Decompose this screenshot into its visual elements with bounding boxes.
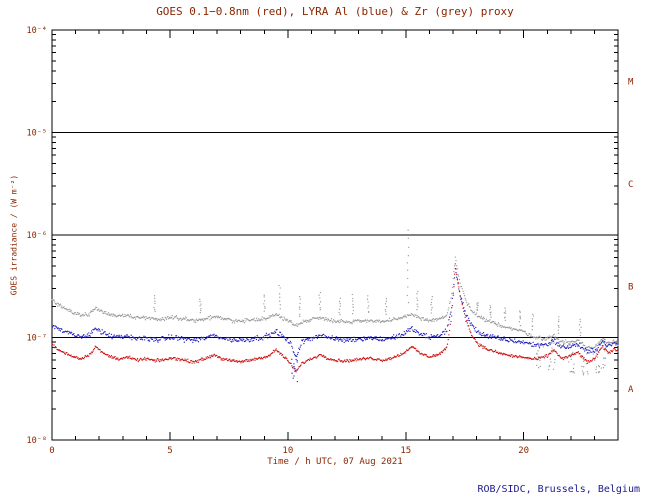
x-axis-label: Time / h UTC, 07 Aug 2021 bbox=[267, 457, 403, 467]
x-tick-labels: 0 5 10 15 20 bbox=[49, 446, 529, 456]
svg-text:A: A bbox=[628, 385, 634, 395]
y-tick-labels: 10⁻⁸ 10⁻⁷ 10⁻⁶ 10⁻⁵ 10⁻⁴ bbox=[27, 26, 47, 446]
axis-ticks bbox=[51, 29, 619, 441]
svg-text:C: C bbox=[628, 180, 633, 190]
credit-text: ROB/SIDC, Brussels, Belgium bbox=[477, 484, 640, 495]
class-label-C: C bbox=[628, 180, 633, 190]
svg-text:10⁻⁶: 10⁻⁶ bbox=[27, 231, 47, 241]
class-label-A: A bbox=[628, 385, 634, 395]
svg-text:10⁻⁸: 10⁻⁸ bbox=[27, 436, 47, 446]
svg-text:0: 0 bbox=[49, 446, 54, 456]
series-goes-red bbox=[51, 263, 619, 373]
svg-text:20: 20 bbox=[518, 446, 529, 456]
class-label-M: M bbox=[628, 77, 634, 87]
svg-text:B: B bbox=[628, 282, 633, 292]
series-lyra-al-blue bbox=[51, 268, 619, 357]
svg-text:10: 10 bbox=[282, 446, 293, 456]
svg-text:M: M bbox=[628, 77, 634, 87]
series-lyra-zr-grey bbox=[51, 256, 619, 350]
artifact-spikes bbox=[153, 229, 582, 337]
artifact-dips bbox=[291, 341, 607, 383]
svg-text:5: 5 bbox=[167, 446, 172, 456]
class-label-B: B bbox=[628, 282, 633, 292]
chart-title: GOES 0.1−0.8nm (red), LYRA Al (blue) & Z… bbox=[156, 5, 514, 18]
svg-text:10⁻⁴: 10⁻⁴ bbox=[27, 26, 47, 36]
class-boundary-lines bbox=[52, 132, 618, 338]
svg-text:10⁻⁵: 10⁻⁵ bbox=[27, 129, 47, 139]
svg-text:10⁻⁷: 10⁻⁷ bbox=[27, 334, 47, 344]
svg-text:15: 15 bbox=[400, 446, 411, 456]
